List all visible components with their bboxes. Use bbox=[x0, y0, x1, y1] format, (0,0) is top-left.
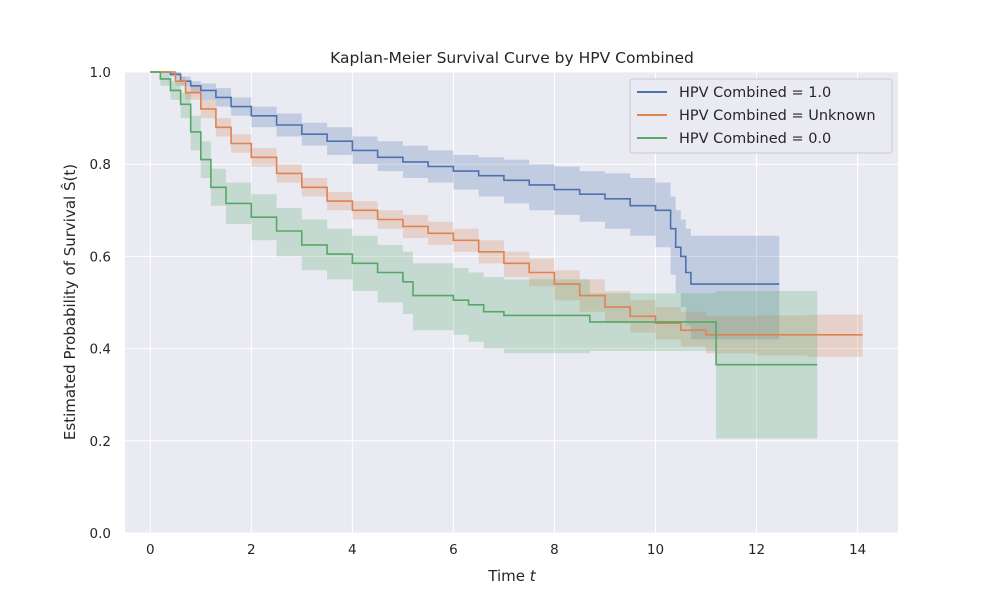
x-tick-label: 2 bbox=[247, 542, 256, 558]
confidence-band-0 bbox=[150, 72, 780, 340]
confidence-bands bbox=[150, 72, 863, 439]
survival-line-2 bbox=[150, 71, 818, 366]
x-tick-label: 4 bbox=[348, 542, 357, 558]
x-tick-label: 8 bbox=[550, 542, 559, 558]
y-tick-label: 0.2 bbox=[90, 434, 111, 450]
y-axis-label: Estimated Probability of Survival Ŝ(t) bbox=[60, 164, 79, 440]
legend-box bbox=[629, 78, 893, 154]
legend: HPV Combined = 1.0 HPV Combined = Unknown… bbox=[629, 78, 893, 154]
x-tick-label: 0 bbox=[146, 542, 155, 558]
survival-line-1 bbox=[150, 71, 863, 336]
legend-label-2: HPV Combined = 0.0 bbox=[679, 131, 831, 147]
y-tick-label: 0.6 bbox=[90, 249, 111, 265]
y-ticks: 0.0 0.2 0.4 0.6 0.8 1.0 bbox=[90, 65, 111, 542]
confidence-band-2 bbox=[150, 72, 818, 439]
x-tick-label: 14 bbox=[849, 542, 866, 558]
x-axis-label: Time t bbox=[487, 567, 537, 585]
x-tick-label: 6 bbox=[449, 542, 458, 558]
x-axis-label-var: t bbox=[530, 567, 537, 585]
x-tick-label: 12 bbox=[748, 542, 765, 558]
survival-lines bbox=[150, 71, 863, 366]
confidence-band-1 bbox=[150, 72, 863, 358]
y-tick-label: 0.8 bbox=[90, 157, 111, 173]
x-axis-label-text: Time bbox=[487, 567, 525, 585]
chart-title: Kaplan-Meier Survival Curve by HPV Combi… bbox=[330, 49, 694, 67]
x-ticks: 0 2 4 6 8 10 12 14 bbox=[146, 542, 866, 558]
legend-label-1: HPV Combined = Unknown bbox=[679, 108, 876, 124]
y-tick-label: 0.4 bbox=[90, 342, 111, 358]
legend-label-0: HPV Combined = 1.0 bbox=[679, 85, 831, 101]
x-tick-label: 10 bbox=[647, 542, 664, 558]
y-tick-label: 0.0 bbox=[90, 526, 111, 542]
survival-line-0 bbox=[150, 71, 780, 285]
y-tick-label: 1.0 bbox=[90, 65, 111, 81]
